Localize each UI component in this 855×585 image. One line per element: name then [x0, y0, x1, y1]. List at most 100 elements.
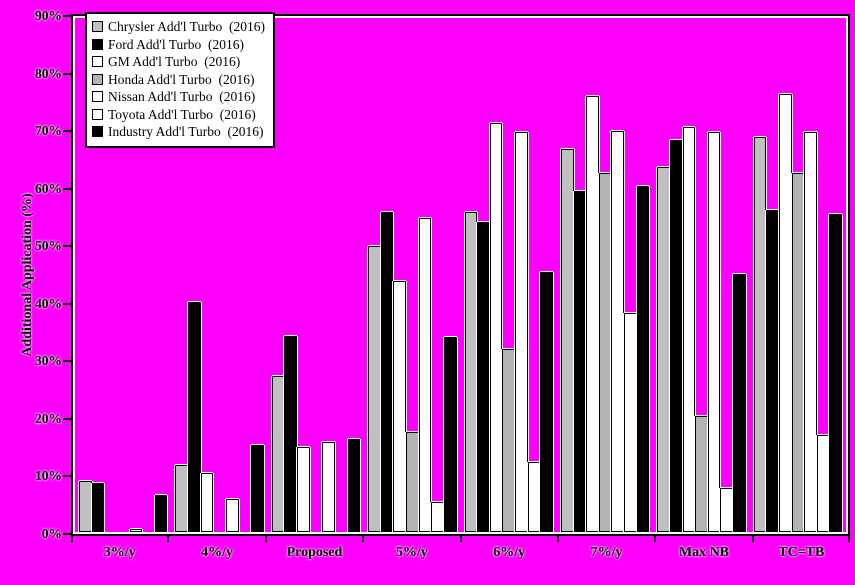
y-tick-label-40: 40%: [35, 295, 62, 311]
x-tick-mark: [848, 536, 850, 542]
bar-nissan-4-y: [225, 499, 239, 532]
bar-slot: [393, 18, 406, 532]
bar-gm-max-nb: [682, 126, 696, 532]
bar-toyota-5-y: [431, 502, 444, 532]
legend-item-gm: GM Add'l Turbo (2016): [92, 53, 265, 71]
legend-label: Industry Add'l Turbo (2016): [108, 124, 264, 139]
bar-group-tc-tb: [750, 18, 846, 532]
bar-slot: [766, 18, 779, 532]
bar-slot: [733, 18, 746, 532]
bar-slot: [707, 18, 721, 532]
y-tick-label-70: 70%: [35, 123, 62, 139]
y-tick-label-90: 90%: [35, 8, 62, 23]
legend-item-chrysler: Chrysler Add'l Turbo (2016): [92, 18, 265, 36]
legend-swatch-gm: [92, 56, 103, 68]
bar-slot: [368, 18, 381, 532]
legend-swatch-chrysler: [92, 21, 103, 33]
bar-ford-7-y: [573, 191, 587, 532]
bar-slot: [380, 18, 394, 532]
x-tick-mark: [654, 536, 656, 542]
legend: Chrysler Add'l Turbo (2016) Ford Add'l Tu…: [85, 12, 275, 148]
bar-slot: [284, 18, 297, 532]
bar-chrysler-max-nb: [657, 166, 670, 532]
y-tick-label-30: 30%: [35, 353, 62, 369]
x-tick-label-tc-tb: TC=TB: [778, 545, 825, 560]
bar-slot: [778, 18, 792, 532]
bar-industry-7-y: [636, 186, 650, 532]
bar-gm-7-y: [586, 96, 599, 532]
bar-slot: [489, 18, 503, 532]
bar-slot: [310, 18, 323, 532]
bar-honda-5-y: [406, 431, 419, 532]
bar-nissan-proposed: [322, 442, 335, 532]
bar-group-3-y: [75, 18, 171, 532]
y-tick-label-80: 80%: [35, 65, 62, 81]
bar-slot: [502, 18, 515, 532]
bar-toyota-tc-tb: [816, 434, 830, 532]
y-tick-mark: [63, 533, 71, 535]
bar-ford-4-y: [188, 301, 201, 532]
bar-slot: [586, 18, 599, 532]
legend-swatch-honda: [92, 73, 103, 85]
bar-slot: [175, 18, 188, 532]
bar-slot: [720, 18, 733, 532]
bar-slot: [464, 18, 478, 532]
y-tick-label-60: 60%: [35, 180, 62, 196]
bar-slot: [515, 18, 528, 532]
bar-slot: [791, 18, 805, 532]
y-tick-mark: [63, 245, 71, 248]
bar-toyota-max-nb: [720, 488, 733, 532]
bar-slot: [669, 18, 683, 532]
bar-slot: [829, 18, 842, 532]
y-tick-mark: [63, 187, 71, 190]
y-tick-mark: [63, 360, 71, 363]
legend-item-honda: Honda Add'l Turbo (2016): [92, 71, 265, 89]
legend-label: GM Add'l Turbo (2016): [108, 54, 241, 69]
bar-slot: [804, 18, 817, 532]
bar-chrysler-proposed: [271, 376, 285, 532]
bar-slot: [91, 18, 105, 532]
legend-item-toyota: Toyota Add'l Turbo (2016): [92, 106, 265, 124]
bar-group-max-nb: [653, 18, 749, 532]
bar-slot: [406, 18, 419, 532]
bar-ford-proposed: [284, 336, 297, 532]
bar-nissan-3-y: [129, 529, 143, 532]
x-axis-tick-marks: [71, 536, 850, 543]
y-tick-mark: [63, 15, 71, 17]
bar-chrysler-tc-tb: [753, 136, 767, 532]
legend-swatch-ford: [92, 38, 103, 50]
y-tick-label-0: 0%: [41, 526, 62, 541]
bar-nissan-7-y: [611, 130, 624, 532]
y-tick-mark: [63, 130, 71, 133]
bar-industry-3-y: [154, 495, 168, 532]
bar-ford-5-y: [380, 212, 394, 532]
x-tick-label-max-nb: Max NB: [678, 545, 730, 560]
bar-nissan-max-nb: [707, 131, 721, 532]
bar-toyota-7-y: [624, 313, 637, 532]
y-tick-mark: [63, 417, 71, 420]
legend-item-nissan: Nissan Add'l Turbo (2016): [92, 88, 265, 106]
bars-container: [75, 18, 846, 532]
bar-slot: [79, 18, 92, 532]
bar-slot: [657, 18, 670, 532]
bar-slot: [527, 18, 541, 532]
bar-slot: [225, 18, 239, 532]
bar-slot: [335, 18, 348, 532]
bar-ford-max-nb: [669, 139, 683, 532]
bar-slot: [560, 18, 574, 532]
bar-slot: [540, 18, 553, 532]
bar-group-6-y: [461, 18, 557, 532]
x-tick-mark: [460, 536, 462, 542]
x-tick-label-proposed: Proposed: [286, 545, 343, 560]
bar-ford-6-y: [477, 221, 490, 532]
bar-group-4-y: [171, 18, 267, 532]
bar-slot: [322, 18, 335, 532]
bar-nissan-6-y: [515, 131, 528, 532]
bar-slot: [636, 18, 650, 532]
legend-label: Nissan Add'l Turbo (2016): [108, 89, 256, 104]
bar-industry-6-y: [540, 271, 553, 532]
x-axis-tick-labels: 3%/y 4%/y Proposed 5%/y 6%/y 7%/y Max NB TC=TB: [71, 545, 850, 565]
bar-ford-tc-tb: [766, 210, 779, 532]
